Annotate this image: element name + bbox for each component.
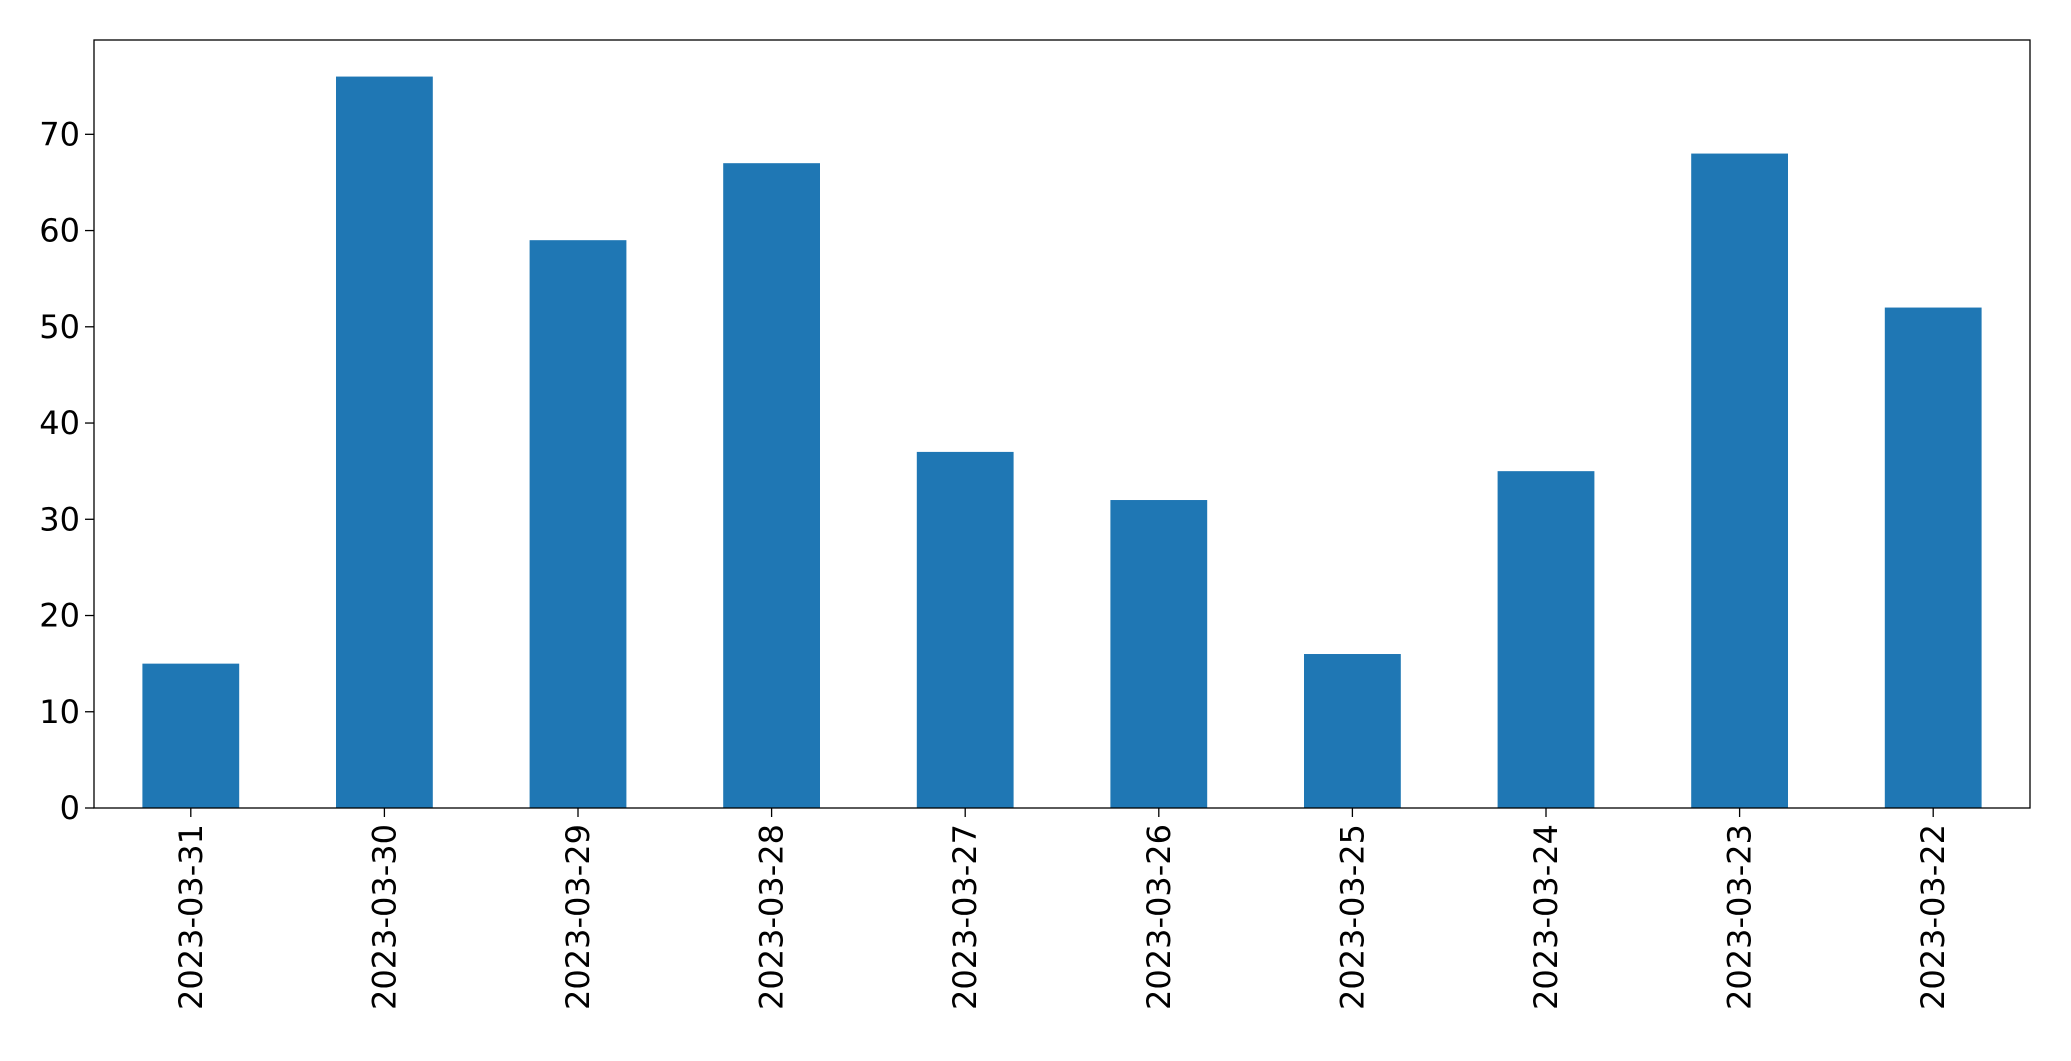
bar [723, 163, 820, 808]
y-tick-label: 60 [39, 212, 80, 250]
y-tick-label: 70 [39, 115, 80, 153]
x-tick-label: 2023-03-24 [1527, 824, 1565, 1010]
bar [336, 76, 433, 809]
bar [142, 663, 240, 808]
x-tick-label: 2023-03-23 [1721, 824, 1759, 1010]
x-tick-label: 2023-03-29 [559, 824, 597, 1010]
bar [1304, 654, 1401, 808]
x-tick-label: 2023-03-30 [365, 824, 403, 1010]
bar [1884, 307, 1982, 808]
bar [529, 240, 627, 809]
y-tick-label: 0 [60, 789, 80, 827]
x-tick-label: 2023-03-26 [1140, 824, 1178, 1010]
y-tick-label: 20 [39, 597, 80, 635]
x-tick-label: 2023-03-22 [1914, 824, 1952, 1010]
y-tick-label: 30 [39, 500, 80, 538]
bar [916, 451, 1014, 808]
y-tick-label: 50 [39, 308, 80, 346]
x-tick-label: 2023-03-27 [946, 824, 984, 1010]
x-tick-label: 2023-03-31 [172, 824, 210, 1010]
bar [1691, 153, 1788, 808]
x-tick-label: 2023-03-25 [1333, 824, 1371, 1010]
y-tick-label: 10 [39, 693, 80, 731]
x-tick-label: 2023-03-28 [753, 824, 791, 1010]
plot-frame [93, 39, 2031, 809]
bar [1497, 471, 1595, 808]
bar [1110, 500, 1208, 808]
y-tick-label: 40 [39, 404, 80, 442]
